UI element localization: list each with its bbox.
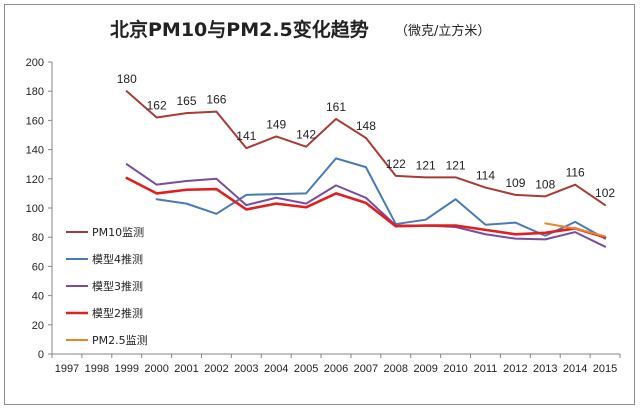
- data-label: 109: [505, 176, 525, 190]
- data-label: 180: [117, 72, 137, 86]
- x-tick-label: 2004: [264, 363, 288, 375]
- y-tick-label: 0: [38, 349, 44, 361]
- chart-frame: [4, 4, 635, 405]
- series-lines: [125, 90, 607, 248]
- y-tick-label: 180: [26, 86, 44, 98]
- x-tick-label: 2006: [324, 363, 348, 375]
- y-tick-label: 200: [26, 57, 44, 69]
- data-label: 165: [177, 94, 197, 108]
- chart-title: 北京PM10与PM2.5变化趋势: [110, 18, 369, 41]
- data-label: 122: [386, 157, 406, 171]
- x-tick-label: 2001: [174, 363, 198, 375]
- x-tick-label: 2002: [204, 363, 228, 375]
- x-tick-label: 2000: [144, 363, 168, 375]
- x-tick-label: 1998: [85, 363, 109, 375]
- series-line-2: [125, 163, 607, 248]
- data-label: 148: [356, 119, 376, 133]
- x-tick-label: 2014: [563, 363, 587, 375]
- x-tick-label: 1997: [55, 363, 79, 375]
- x-tick-label: 2005: [294, 363, 318, 375]
- x-tick-label: 2013: [533, 363, 557, 375]
- data-label: 162: [147, 98, 167, 112]
- x-tick-label: 2011: [474, 363, 498, 375]
- legend-label: PM2.5监测: [92, 334, 148, 347]
- data-label: 141: [236, 129, 256, 143]
- x-tick-label: 2007: [354, 363, 378, 375]
- legend-label: 模型2推测: [92, 306, 143, 320]
- x-tick-label: 2012: [503, 363, 527, 375]
- y-tick-label: 140: [26, 145, 44, 157]
- axes: 0 20 40 60 80 100 120 140 160 180 200 1997 1998 1999 2…: [26, 57, 621, 375]
- data-label: 121: [416, 158, 436, 172]
- x-tick-label: 1999: [114, 363, 138, 375]
- x-tick-label: 2003: [234, 363, 258, 375]
- data-label: 102: [595, 186, 615, 200]
- data-label: 142: [296, 128, 316, 142]
- legend-label: 模型4推测: [92, 252, 143, 266]
- y-tick-label: 60: [32, 261, 44, 273]
- data-label: 116: [566, 166, 585, 180]
- data-label: 161: [326, 100, 346, 114]
- y-tick-label: 100: [26, 203, 44, 215]
- x-tick-label: 2009: [413, 363, 437, 375]
- data-label: 108: [535, 177, 555, 191]
- x-tick-label: 2008: [384, 363, 408, 375]
- data-label: 121: [446, 158, 466, 172]
- legend-label: 模型3推测: [92, 279, 143, 293]
- data-label: 114: [476, 169, 495, 183]
- series-line-1: [155, 157, 607, 240]
- y-tick-label: 40: [32, 291, 44, 303]
- x-tick-label: 2010: [443, 363, 467, 375]
- y-tick-label: 160: [26, 115, 44, 127]
- y-tick-label: 20: [32, 320, 44, 332]
- data-label: 166: [206, 93, 226, 107]
- y-tick-label: 120: [26, 174, 44, 186]
- data-labels: 180 162 165 166 141 149 142 161 148 122 121 121 114 1…: [117, 72, 616, 200]
- series-line-4: [544, 222, 607, 238]
- legend-label: PM10监测: [92, 226, 144, 239]
- y-tick-label: 80: [32, 232, 44, 244]
- series-line-3: [125, 176, 607, 239]
- series-line-0: [125, 90, 607, 207]
- chart-unit: （微克/立方米）: [395, 23, 490, 39]
- data-label: 149: [266, 117, 286, 131]
- x-tick-label: 2015: [593, 363, 617, 375]
